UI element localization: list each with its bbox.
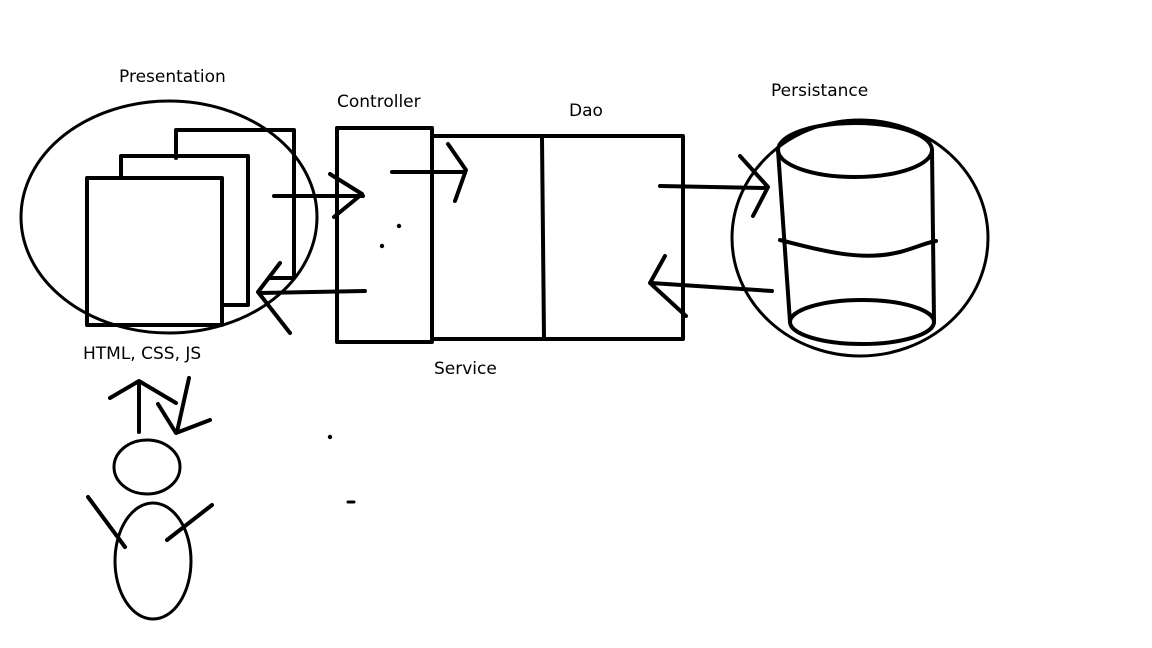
persistence-layer (730, 118, 990, 358)
database-top (776, 121, 934, 179)
page-back (174, 128, 296, 280)
frontend-tech-label: HTML, CSS, JS (83, 344, 201, 364)
arrow-persistence-to-dao (648, 254, 774, 318)
database-left-side (776, 148, 792, 324)
service-dao-box (430, 134, 685, 341)
controller-box (335, 126, 434, 344)
arrow-controller-to-presentation (256, 261, 367, 335)
service-dao-block (430, 134, 685, 341)
database-bottom (788, 298, 936, 346)
arrow-presentation-to-user (156, 376, 212, 435)
arrow-controller-to-service (390, 142, 468, 203)
dao-label: Dao (569, 101, 603, 121)
user-head (112, 438, 182, 496)
page-middle (119, 154, 250, 307)
presentation-label: Presentation (119, 67, 226, 87)
service-label: Service (434, 359, 497, 379)
arrow-presentation-to-controller (272, 172, 365, 219)
user-right-arm (165, 503, 214, 542)
user-left-arm (86, 495, 127, 549)
persistence-ellipse (730, 118, 990, 358)
database-right-side (930, 148, 936, 324)
arrow-user-to-presentation (108, 379, 178, 434)
presentation-ellipse (19, 99, 319, 335)
dot (396, 223, 402, 229)
arrow-dao-to-persistence (658, 154, 770, 218)
database-middle-line (778, 238, 938, 258)
stray-dot (327, 434, 333, 440)
service-dao-divider (540, 136, 546, 341)
page-front (85, 176, 224, 327)
presentation-layer (19, 99, 319, 335)
user-body (113, 501, 193, 621)
controller-label: Controller (337, 92, 421, 112)
persistance-label: Persistance (771, 81, 868, 101)
user-icon (86, 438, 214, 621)
dot (379, 243, 385, 249)
